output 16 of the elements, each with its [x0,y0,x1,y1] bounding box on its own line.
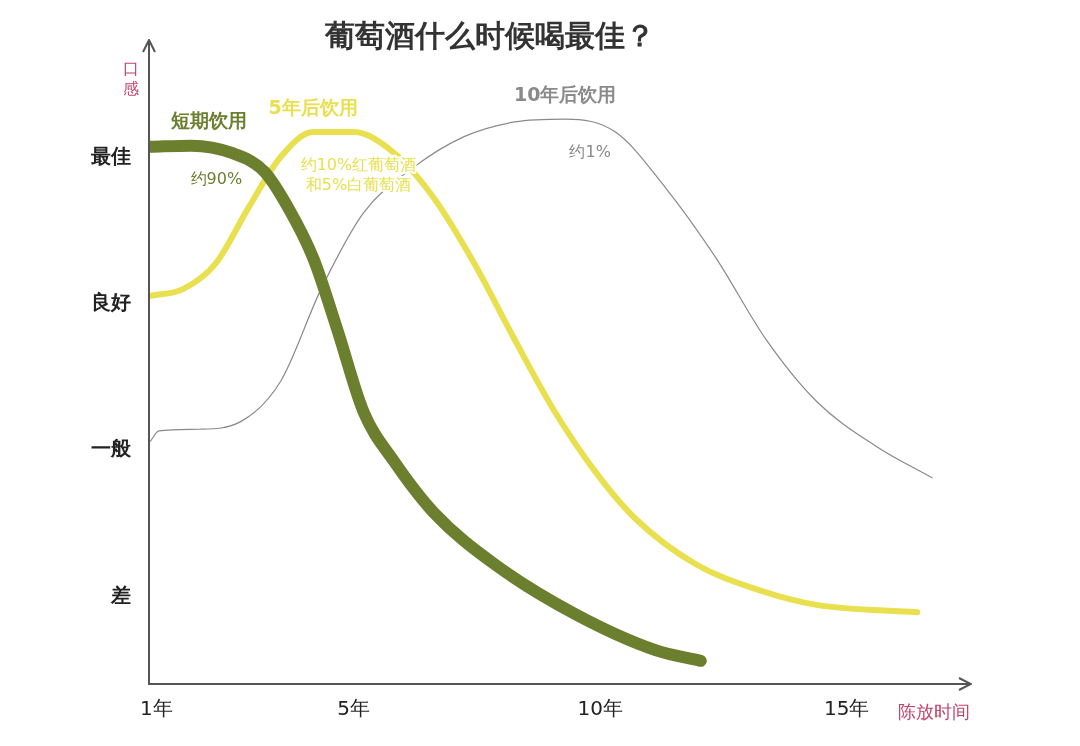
text: 最佳 [90,143,131,168]
chart-title: 葡萄酒什么时候喝最佳？ [324,17,655,53]
series-label: 短期饮用 [170,109,247,132]
x-tick-label: 1年 [140,696,173,721]
series-label: 10年后饮用 [513,82,617,105]
x-axis-title: 陈放时间 [898,700,970,722]
series-label: 5年后饮用 [268,95,358,118]
text: 一般 [91,436,132,461]
annotation: 约1% [569,142,611,162]
text: 良好 [91,290,131,315]
x-tick-label: 5年 [337,696,370,721]
annotation: 约90% [190,168,243,188]
x-tick-label: 15年 [824,696,870,721]
y-axis-title: 口感 [123,59,139,99]
text: 差 [110,582,131,607]
x-tick-label: 10年 [577,696,623,721]
